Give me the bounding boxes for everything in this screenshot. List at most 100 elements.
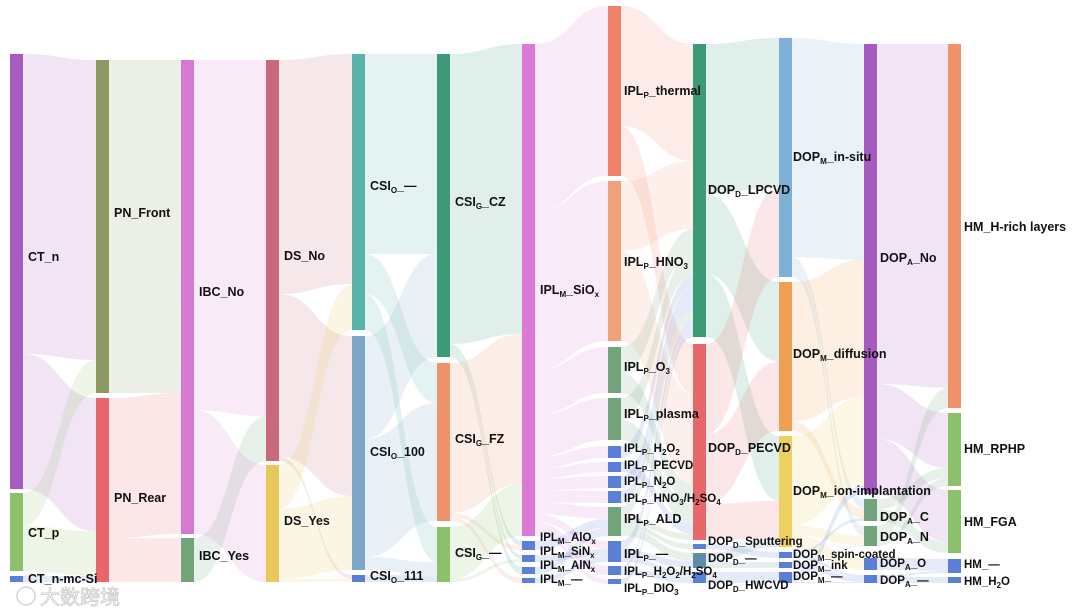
node-CT_p[interactable] [10, 493, 23, 571]
node-IPLP_DIO3[interactable] [608, 579, 621, 584]
node-IPLM_SiOx[interactable] [522, 44, 535, 536]
link-CSIO_100-to-CSIG_FZ [365, 403, 437, 557]
node-DOPD_PECVD[interactable] [693, 344, 706, 540]
link-DS_Yes-to-CSIO_100 [279, 496, 352, 580]
label-IPLM_AlOx: IPLM_AlOx [540, 532, 596, 546]
label-HM_Hrich: HM_H-rich layers [964, 220, 1066, 234]
label-DOPD_PECVD: DOPD_PECVD [708, 441, 791, 457]
link-IPLP_thermal-to-DOPD_LPCVD [621, 6, 693, 161]
node-CSIO_100[interactable] [352, 336, 365, 570]
node-DOPM_ionimpl[interactable] [779, 436, 792, 547]
node-CT_mc[interactable] [10, 576, 23, 582]
node-IPLP_PECVD[interactable] [608, 462, 621, 472]
link-IPLP_plasma-to-DOPD_PECVD [621, 420, 693, 524]
label-DOPA_No: DOPA_No [880, 251, 937, 267]
link-DOPA_dash-to-HM_dash [877, 571, 948, 577]
node-DOPA_N[interactable] [864, 526, 877, 546]
node-HM_H2O[interactable] [948, 577, 961, 583]
node-HM_FGA[interactable] [948, 490, 961, 553]
link-CSIG_FZ-to-IPLM_SiOx [450, 334, 522, 513]
link-DOPA_dash-to-HM_H2O [877, 577, 948, 583]
link-DOPM_ionimpl-to-DOPA_O [792, 535, 864, 570]
label-CT_mc: CT_n-mc-Si [28, 572, 97, 586]
label-DOPD_HWCVD: DOPD_HWCVD [708, 580, 789, 594]
node-CSIG_FZ[interactable] [437, 363, 450, 521]
link-IPLP_dash-to-DOPD_LPCVD [621, 320, 693, 550]
node-IPLP_HNO3[interactable] [608, 181, 621, 341]
node-CT_n[interactable] [10, 54, 23, 489]
node-CSIO_111[interactable] [352, 575, 365, 582]
link-DOPM_spincoated-to-DOPA_C [792, 518, 864, 555]
node-IBC_Yes[interactable] [181, 538, 194, 582]
node-IPLP_O3[interactable] [608, 347, 621, 393]
node-CSIO_dash[interactable] [352, 54, 365, 330]
label-DOPD_LPCVD: DOPD_LPCVD [708, 183, 790, 199]
label-IPLM_SiOx: IPLM_SiOx [540, 283, 600, 299]
link-DOPD_PECVD-to-DOPM_ionimpl [706, 500, 779, 540]
node-IPLM_AlOx[interactable] [522, 541, 535, 550]
link-CSIG_CZ-to-IPLM_SiOx [450, 44, 522, 344]
node-IPLM_SiNx[interactable] [522, 555, 535, 562]
link-CT_p-to-PN_Rear [23, 526, 96, 577]
node-IPLP_thermal[interactable] [608, 6, 621, 176]
node-IPLM_dash[interactable] [522, 578, 535, 583]
node-DOPA_C[interactable] [864, 499, 877, 521]
node-IPLP_ALD[interactable] [608, 507, 621, 536]
link-IPLP_ALD-to-DOPD_Sputtering [621, 523, 693, 549]
node-IPLP_plasma[interactable] [608, 398, 621, 440]
link-IPLM_SiOx-to-IPLP_HNO3H2SO4 [535, 490, 608, 503]
link-IPLP_HNO3-to-DOPD_PECVD [621, 251, 693, 484]
link-IPLP_plasma-to-DOPD_LPCVD [621, 254, 693, 420]
link-DS_No-to-CSIO_dash [279, 54, 352, 295]
node-DOPM_insitu[interactable] [779, 38, 792, 277]
node-HM_dash[interactable] [948, 559, 961, 573]
label-CT_p: CT_p [28, 526, 60, 540]
node-PN_Rear[interactable] [96, 398, 109, 582]
node-DOPA_dash[interactable] [864, 575, 877, 583]
node-DOPD_HWCVD[interactable] [693, 572, 706, 583]
node-IPLP_H2O2H2SO4[interactable] [608, 566, 621, 575]
label-IPLP_H2O2H2SO4: IPLP_H2O2/H2SO4 [624, 566, 717, 580]
node-IPLP_H2O2[interactable] [608, 446, 621, 458]
label-IPLP_HNO3H2SO4: IPLP_HNO3/H2SO4 [624, 493, 721, 507]
node-IPLP_HNO3H2SO4[interactable] [608, 491, 621, 503]
link-IPLM_SiOx-to-IPLP_PECVD [535, 462, 608, 479]
link-DOPM_dash-to-DOPA_No [792, 485, 864, 581]
node-DOPD_Sputtering[interactable] [693, 544, 706, 549]
link-PN_Rear-to-IBC_No [109, 393, 181, 539]
node-IPLP_dash[interactable] [608, 541, 621, 562]
node-IPLP_N2O[interactable] [608, 476, 621, 488]
node-DOPD_LPCVD[interactable] [693, 44, 706, 337]
node-CSIG_dash[interactable] [437, 527, 450, 582]
link-DOPM_dash-to-DOPA_N [792, 545, 864, 582]
node-DOPM_spincoated[interactable] [779, 552, 792, 558]
link-IPLP_dash-to-DOPD_dash [621, 550, 693, 568]
link-DOPA_No-to-HM_Hrich [877, 44, 948, 388]
label-DOPM_dash: DOPM_— [793, 571, 843, 585]
link-IPLP_ALD-to-DOPD_PECVD [621, 517, 693, 540]
label-IPLP_plasma: IPLP_plasma [624, 407, 700, 423]
node-IPLM_AlNx[interactable] [522, 567, 535, 574]
node-DS_No[interactable] [266, 60, 279, 461]
node-HM_RPHP[interactable] [948, 413, 961, 486]
link-DOPA_N-to-HM_RPHP [877, 478, 948, 546]
node-PN_Front[interactable] [96, 60, 109, 393]
label-DOPD_Sputtering: DOPD_Sputtering [708, 536, 803, 550]
label-IPLP_H2O2: IPLP_H2O2 [624, 443, 680, 457]
link-CSIO_111-to-CSIG_dash [365, 575, 437, 582]
node-DOPA_No[interactable] [864, 44, 877, 494]
node-DOPD_dash[interactable] [693, 553, 706, 568]
node-IBC_No[interactable] [181, 60, 194, 534]
node-DS_Yes[interactable] [266, 465, 279, 582]
node-DOPA_O[interactable] [864, 558, 877, 570]
node-CSIG_CZ[interactable] [437, 54, 450, 357]
link-DS_Yes-to-CSIO_111 [279, 579, 352, 582]
node-DOPM_ink[interactable] [779, 562, 792, 568]
link-PN_Rear-to-IBC_Yes [109, 538, 181, 582]
node-DOPM_diffusion[interactable] [779, 282, 792, 431]
link-DOPM_ionimpl-to-DOPA_No [792, 396, 864, 526]
node-HM_Hrich[interactable] [948, 44, 961, 408]
link-CSIO_dash-to-CSIG_dash [365, 294, 437, 563]
link-IPLM_SiOx-to-IPLP_N2O [535, 476, 608, 491]
node-DOPM_dash[interactable] [779, 572, 792, 583]
